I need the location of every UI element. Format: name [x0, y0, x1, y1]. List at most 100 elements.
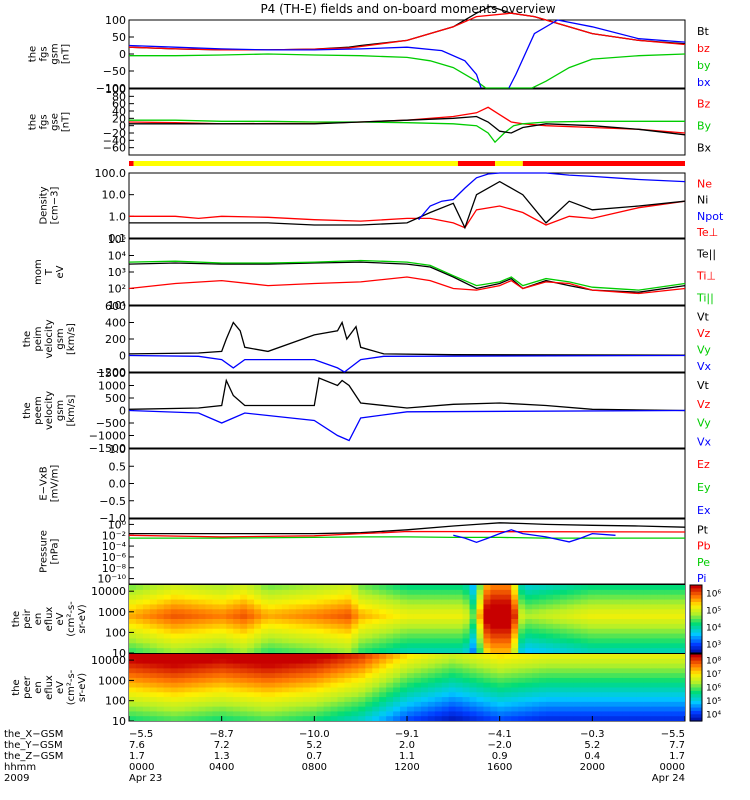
legend-entry: Pi — [697, 572, 706, 585]
spectrogram-cell — [330, 673, 339, 679]
spectrogram-cell — [587, 604, 596, 610]
spectrogram-cell — [281, 619, 290, 625]
spectrogram-cell — [316, 711, 325, 717]
spectrogram-cell — [344, 711, 352, 717]
colorbar-cell — [690, 694, 702, 699]
spectrogram-cell — [330, 619, 339, 625]
spectrogram-cell — [358, 643, 366, 649]
spectrogram-cell — [379, 697, 387, 703]
spectrogram-cell — [386, 594, 394, 601]
spectrogram-cell — [170, 638, 179, 644]
spectrogram-cell — [462, 638, 471, 644]
spectrogram-cell — [198, 716, 207, 721]
spectrogram-cell — [511, 614, 519, 620]
spectrogram-cell — [184, 687, 193, 693]
spectrogram-cell — [219, 638, 227, 644]
spectrogram-cell — [441, 623, 450, 630]
spectrogram-cell — [226, 668, 234, 674]
spectrogram-cell — [233, 706, 241, 713]
spectrogram-cell — [566, 628, 575, 635]
spectrogram-cell — [539, 643, 547, 649]
spectrogram-cell — [212, 628, 220, 635]
spectrogram-cell — [476, 643, 485, 649]
spectrogram-cell — [170, 633, 179, 640]
spectrogram-cell — [219, 654, 227, 660]
spectrogram-cell — [462, 677, 471, 684]
spectrogram-cell — [657, 692, 665, 698]
spectrogram-cell — [636, 701, 644, 708]
spectrogram-cell — [268, 658, 276, 665]
spectrogram-cell — [365, 692, 373, 698]
spectrogram-cell — [573, 594, 582, 601]
spectrogram-cell — [601, 654, 610, 660]
spectrogram-cell — [664, 623, 672, 630]
spectrogram-cell — [664, 638, 672, 644]
spectrogram-cell — [163, 589, 172, 596]
spectrogram-cell — [448, 614, 457, 620]
spectrogram-cell — [372, 677, 380, 684]
spectrogram-cell — [427, 711, 436, 717]
spectrogram-cell — [149, 619, 158, 625]
spectrogram-cell — [462, 701, 471, 708]
spectrogram-cell — [546, 648, 554, 653]
spectrogram-cell — [678, 648, 685, 653]
spectrogram-cell — [170, 677, 179, 684]
spectrogram-cell — [400, 619, 408, 625]
spectrogram-cell — [142, 609, 151, 615]
spectrogram-cell — [302, 706, 311, 713]
spectrogram-cell — [608, 673, 617, 679]
spectrogram-cell — [441, 682, 450, 689]
spectrogram-cell — [511, 668, 519, 674]
y-tick-label: 100 — [105, 83, 126, 96]
spectrogram-cell — [184, 648, 193, 653]
spectrogram-cell — [601, 628, 610, 635]
spectrogram-cell — [254, 609, 262, 615]
spectrogram-cell — [261, 609, 269, 615]
spectrogram-cell — [309, 658, 318, 665]
spectrogram-cell — [337, 589, 346, 596]
spectrogram-cell — [587, 701, 596, 708]
spectrogram-cell — [198, 697, 207, 703]
spectrogram-cell — [497, 638, 505, 644]
spectrogram-cell — [476, 663, 485, 669]
x-row-value: 2000 — [580, 762, 605, 773]
spectrogram-cell — [601, 633, 610, 640]
spectrogram-cell — [191, 609, 200, 615]
spectrogram-cell — [365, 658, 373, 665]
spectrogram-cell — [351, 701, 359, 708]
spectrogram-cell — [247, 692, 255, 698]
spectrogram-cell — [469, 594, 478, 601]
legend-entry: Ni — [697, 194, 708, 207]
spectrogram-cell — [177, 658, 186, 665]
spectrogram-cell — [608, 643, 617, 649]
spectrogram-cell — [205, 638, 213, 644]
spectrogram-cell — [129, 648, 137, 653]
y-axis-label: gse — [50, 113, 61, 131]
spectrogram-cell — [316, 663, 325, 669]
spectrogram-cell — [170, 697, 179, 703]
spectrogram-cell — [372, 692, 380, 698]
spectrogram-cell — [386, 697, 394, 703]
legend-entry: Ti⊥ — [696, 269, 716, 282]
spectrogram-cell — [601, 585, 610, 591]
spectrogram-cell — [323, 638, 332, 644]
colorbar-cell — [690, 625, 702, 630]
spectrogram-cell — [400, 711, 408, 717]
spectrogram-cell — [254, 658, 262, 665]
spectrogram-cell — [184, 654, 193, 660]
spectrogram-cell — [539, 706, 547, 713]
spectrogram-cell — [671, 643, 679, 649]
spectrogram-cell — [483, 682, 491, 689]
spectrogram-cell — [608, 701, 617, 708]
spectrogram-cell — [170, 594, 179, 601]
spectrogram-cell — [156, 594, 165, 601]
spectrogram-cell — [671, 697, 679, 703]
spectrogram-cell — [309, 682, 318, 689]
spectrogram-cell — [407, 701, 415, 708]
spectrogram-cell — [601, 638, 610, 644]
spectrogram-cell — [309, 633, 318, 640]
spectrogram-cell — [678, 663, 685, 669]
spectrogram-cell — [511, 654, 519, 660]
spectrogram-cell — [448, 628, 457, 635]
